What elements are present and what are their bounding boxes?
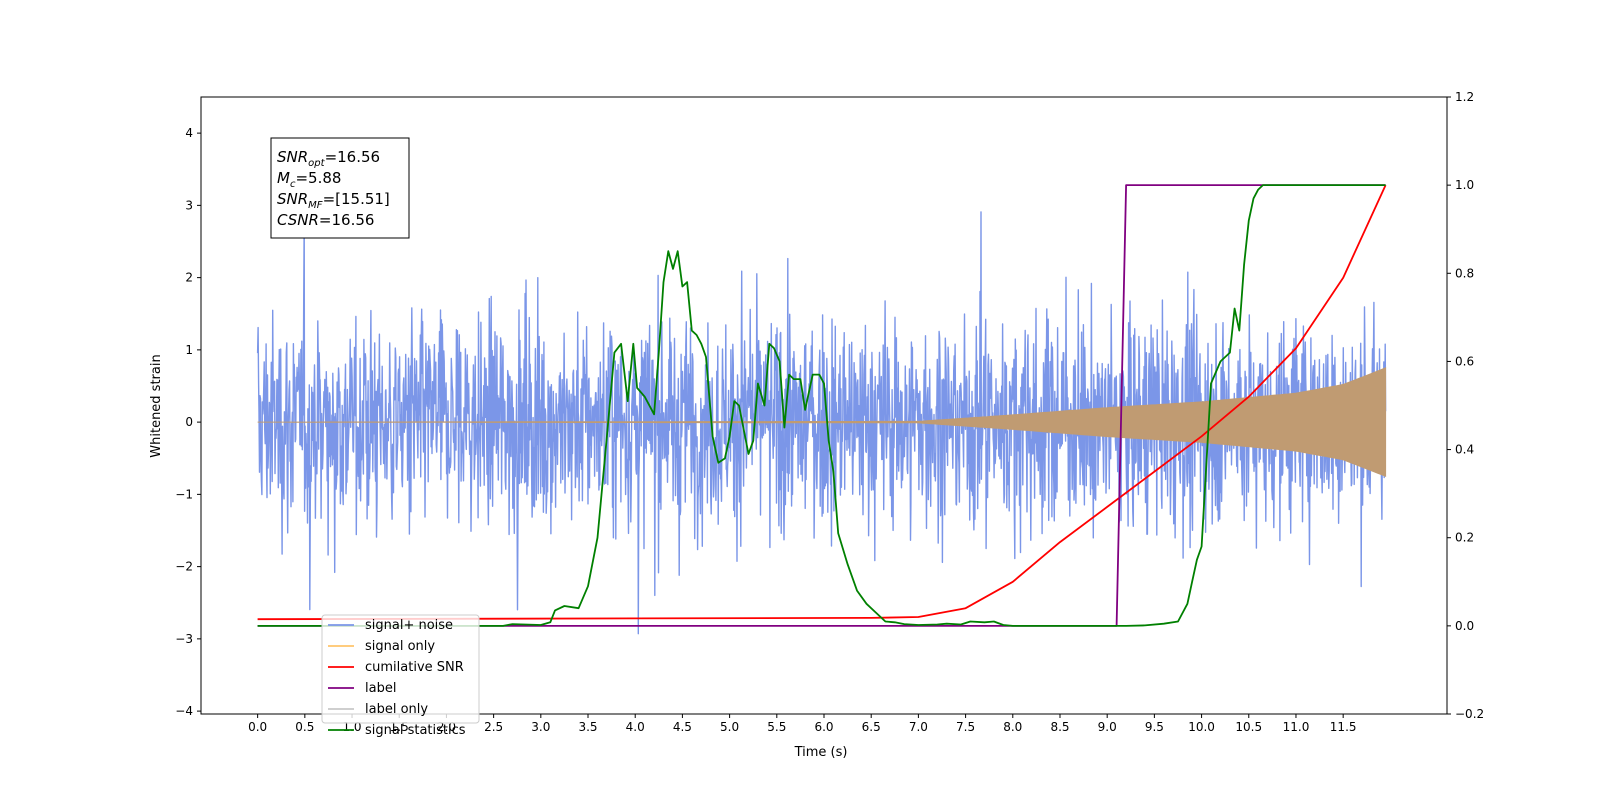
x-tick-label: 8.0 (1003, 720, 1022, 734)
legend: signal+ noise signal only cumilative SNR la… (321, 614, 480, 738)
y-tick-label: −2 (175, 560, 193, 574)
x-tick-label: 4.0 (626, 720, 645, 734)
y-tick-label: −4 (175, 704, 193, 718)
x-tick-label: 7.5 (956, 720, 975, 734)
y-tick-label: 3 (185, 198, 193, 212)
y2-tick-label: 0.0 (1455, 619, 1474, 633)
x-tick-label: 2.5 (484, 720, 503, 734)
x-tick-label: 9.5 (1145, 720, 1164, 734)
x-tick-label: 5.0 (720, 720, 739, 734)
legend-label: signal only (365, 639, 435, 654)
x-tick-label: 8.5 (1050, 720, 1069, 734)
x-tick-label: 0.5 (295, 720, 314, 734)
x-tick-label: 11.5 (1330, 720, 1357, 734)
y-tick-label: 2 (185, 271, 193, 285)
legend-label: label (365, 681, 396, 696)
y-tick-label: 0 (185, 415, 193, 429)
x-tick-label: 10.0 (1188, 720, 1215, 734)
y2-tick-label: 1.0 (1455, 178, 1474, 192)
annotation-line: CSNR=16.56 (277, 211, 374, 229)
y2-tick-label: 0.6 (1455, 354, 1474, 368)
x-tick-label: 4.5 (673, 720, 692, 734)
legend-label: signal statistics (365, 723, 466, 738)
series-signal-only (257, 367, 1387, 478)
legend-label: cumilative SNR (365, 660, 464, 675)
x-tick-label: 3.5 (578, 720, 597, 734)
legend-label: signal+ noise (365, 618, 453, 633)
x-tick-label: 11.0 (1283, 720, 1310, 734)
x-tick-label: 6.5 (862, 720, 881, 734)
x-tick-label: 0.0 (248, 720, 267, 734)
y2-tick-label: 0.2 (1455, 531, 1474, 545)
x-tick-label: 10.5 (1235, 720, 1262, 734)
y2-tick-label: 0.8 (1455, 266, 1474, 280)
x-tick-label: 7.0 (909, 720, 928, 734)
x-tick-label: 9.0 (1098, 720, 1117, 734)
y-axis-label: Whitened strain (149, 354, 164, 457)
y2-tick-label: −0.2 (1455, 707, 1484, 721)
annotation-line: SNRopt=16.56 (277, 148, 380, 169)
legend-label: label only (365, 702, 428, 717)
series-cumilative-snr (257, 184, 1387, 621)
series-label (257, 184, 1386, 627)
y-tick-label: −3 (175, 632, 193, 646)
stats-annotation-box: SNRopt=16.56Mc=5.88SNRMF=[15.51]CSNR=16.… (270, 137, 410, 239)
x-tick-label: 3.0 (531, 720, 550, 734)
y2-tick-label: 1.2 (1455, 90, 1474, 104)
y-tick-label: 1 (185, 343, 193, 357)
x-tick-label: 5.5 (767, 720, 786, 734)
annotation-line: Mc=5.88 (277, 169, 341, 190)
x-tick-label: 6.0 (814, 720, 833, 734)
y2-tick-label: 0.4 (1455, 443, 1474, 457)
series-signal-statistics (257, 184, 1386, 627)
x-axis-label: Time (s) (794, 745, 848, 760)
y-tick-label: −1 (175, 487, 193, 501)
series-signal-noise (256, 211, 1387, 635)
y-tick-label: 4 (185, 126, 193, 140)
annotation-line: SNRMF=[15.51] (277, 190, 390, 211)
